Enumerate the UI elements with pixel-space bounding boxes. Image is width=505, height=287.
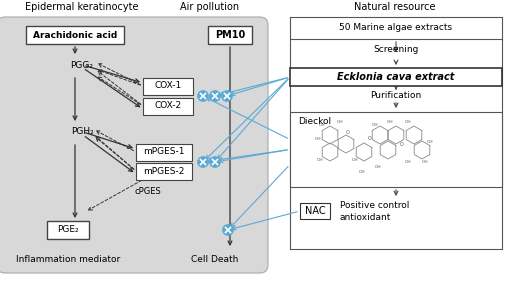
FancyBboxPatch shape [300,203,330,219]
FancyBboxPatch shape [136,144,192,160]
FancyBboxPatch shape [143,98,193,115]
Text: OH: OH [337,120,343,124]
Circle shape [210,90,221,102]
Text: COX-2: COX-2 [155,102,182,110]
Text: 50 Marine algae extracts: 50 Marine algae extracts [339,24,452,32]
FancyBboxPatch shape [0,17,268,273]
Text: Dieckol: Dieckol [298,117,331,125]
Circle shape [210,156,221,168]
Text: Epidermal keratinocyte: Epidermal keratinocyte [25,2,139,12]
Text: O: O [346,129,350,135]
Text: PGH₂: PGH₂ [71,127,93,137]
Text: cPGES: cPGES [135,187,162,197]
Circle shape [197,156,209,168]
Text: PGG₂: PGG₂ [71,61,93,69]
Text: Positive control: Positive control [340,201,410,210]
Text: OH: OH [359,170,365,174]
FancyBboxPatch shape [290,68,502,86]
Text: mPGES-2: mPGES-2 [143,166,185,175]
Text: Air pollution: Air pollution [180,2,239,12]
FancyBboxPatch shape [136,162,192,179]
Text: O: O [400,141,404,146]
Circle shape [197,90,209,102]
Text: PM10: PM10 [215,30,245,40]
Text: mPGES-1: mPGES-1 [143,148,185,156]
Circle shape [223,224,233,236]
FancyBboxPatch shape [208,26,252,44]
Text: OH: OH [405,120,411,124]
Text: OH: OH [422,160,428,164]
Text: OH: OH [351,158,359,162]
Text: NAC: NAC [305,206,325,216]
FancyBboxPatch shape [26,26,124,44]
FancyBboxPatch shape [47,221,89,239]
Text: PGE₂: PGE₂ [57,226,79,234]
Text: Screening: Screening [373,46,419,55]
Text: OH: OH [387,120,393,124]
Text: COX-1: COX-1 [155,82,182,90]
Text: O: O [368,137,372,141]
Text: Purification: Purification [370,90,422,100]
Text: antioxidant: antioxidant [340,212,391,222]
Text: Cell Death: Cell Death [191,255,239,263]
Circle shape [222,90,232,102]
Text: Natural resource: Natural resource [354,2,436,12]
Text: Arachidonic acid: Arachidonic acid [33,30,117,40]
Text: OH: OH [372,123,378,127]
Text: OH: OH [427,140,433,144]
Text: OH: OH [315,137,321,141]
Text: OH: OH [319,123,325,127]
Text: OH: OH [405,160,411,164]
Text: Inflammation mediator: Inflammation mediator [16,255,120,263]
Text: OH: OH [375,165,381,169]
Text: OH: OH [317,158,323,162]
Text: Ecklonia cava extract: Ecklonia cava extract [337,72,454,82]
FancyBboxPatch shape [290,112,502,187]
FancyBboxPatch shape [143,77,193,94]
